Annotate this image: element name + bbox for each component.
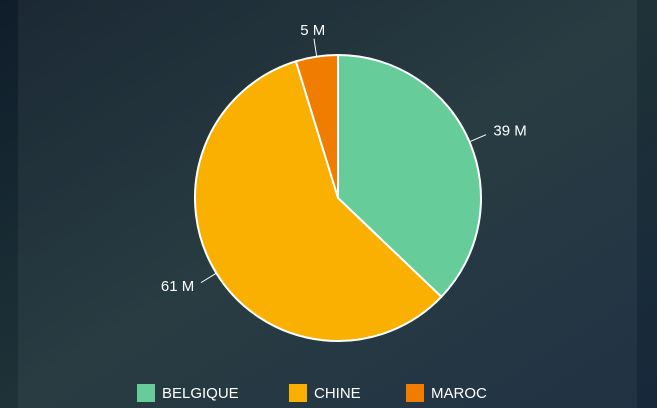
- legend-swatch: [289, 384, 307, 402]
- legend-label: MAROC: [431, 385, 487, 402]
- data-label: 39 M: [493, 123, 526, 140]
- data-label: 61 M: [161, 278, 194, 295]
- legend-swatch: [406, 384, 424, 402]
- data-label: 5 M: [300, 22, 325, 39]
- leader-line: [200, 272, 217, 284]
- legend-label: BELGIQUE: [162, 385, 239, 402]
- legend-label: CHINE: [314, 385, 361, 402]
- legend-swatch: [137, 384, 155, 402]
- leader-line: [313, 38, 318, 57]
- pie-slice: [194, 60, 443, 342]
- legend: BELGIQUE CHINE MAROC: [137, 384, 487, 402]
- leader-line: [469, 134, 487, 143]
- pie: 5 M 39 M 61 M: [161, 22, 527, 342]
